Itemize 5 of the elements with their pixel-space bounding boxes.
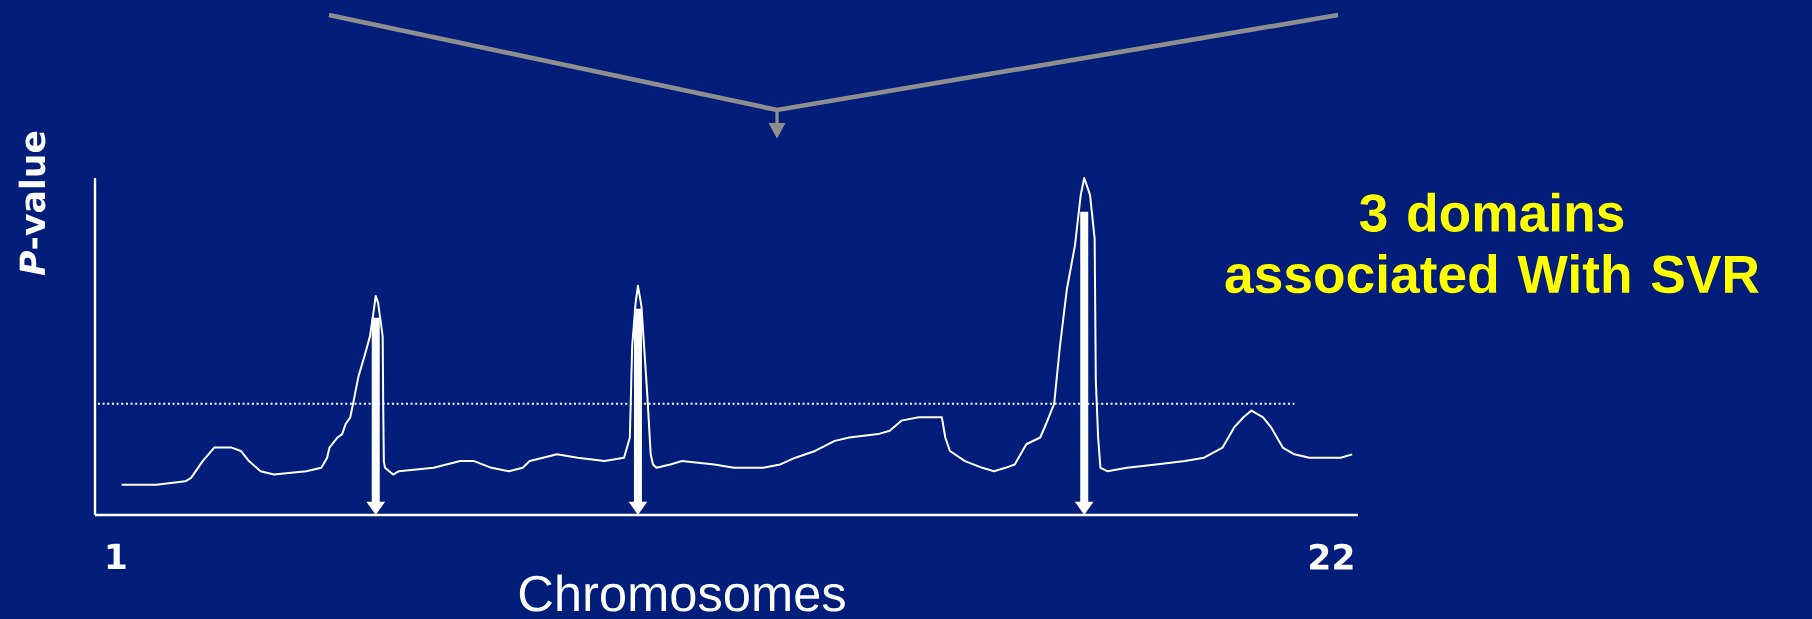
y-axis-title: P-value [18, 131, 46, 276]
annotation: 3 domains associated With SVR [1225, 192, 1759, 294]
x-tick-label: 22 [1310, 543, 1353, 570]
x-tick-label: 1 [107, 543, 126, 569]
x-axis-title: Chromosomes [519, 574, 845, 612]
